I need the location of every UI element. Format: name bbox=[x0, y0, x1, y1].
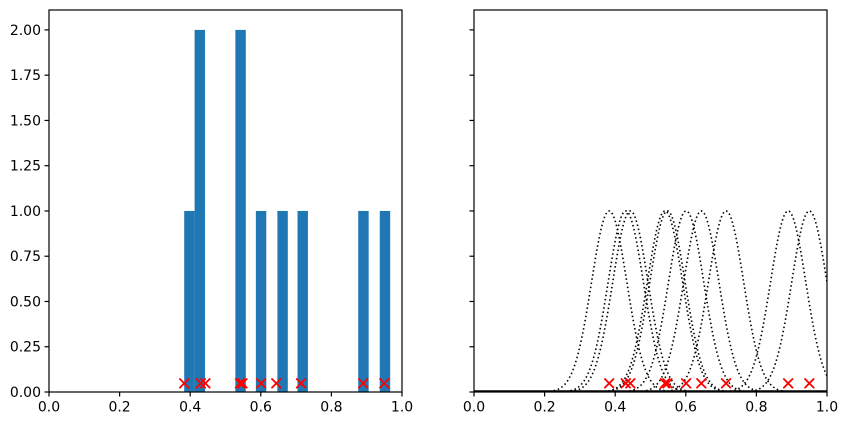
y-tick-label: 1.00 bbox=[10, 204, 41, 220]
kernel-curve bbox=[474, 210, 827, 392]
x-tick-label: 0.2 bbox=[108, 400, 130, 416]
rug-marker-x bbox=[720, 378, 732, 389]
kernel-curve bbox=[474, 210, 827, 392]
histogram-bar bbox=[277, 210, 288, 392]
kernel-curve bbox=[474, 210, 827, 392]
kernel-curve bbox=[474, 210, 827, 392]
rug-marker-stroke bbox=[659, 378, 671, 389]
left-histogram-subplot: 0.0 0.2 0.4 0.6 0.8 1.0 0.00 0.25 0.50 0.75 1.00 1.… bbox=[10, 9, 413, 416]
rug-marker-x bbox=[255, 378, 267, 389]
rug-marker-stroke bbox=[178, 378, 190, 389]
rug-marker-x bbox=[603, 378, 615, 389]
axes-spine bbox=[48, 9, 403, 393]
rug-marker-x bbox=[782, 378, 794, 389]
x-tick-label: 0.6 bbox=[250, 400, 272, 416]
kernel-curve bbox=[474, 210, 827, 392]
y-tick-label: 1.75 bbox=[10, 68, 41, 84]
rug-marker-stroke bbox=[625, 378, 636, 389]
x-tick-label: 0.2 bbox=[533, 400, 555, 416]
histogram-bar bbox=[297, 210, 308, 392]
kernel-curve bbox=[474, 210, 827, 392]
rug-marker-stroke bbox=[720, 378, 732, 389]
rug-marker-x bbox=[379, 378, 390, 389]
kernel-curve bbox=[474, 210, 827, 392]
rug-marker-x bbox=[200, 378, 211, 389]
histogram-bar bbox=[184, 210, 195, 392]
x-tick-label: 0.0 bbox=[463, 400, 485, 416]
rug-marker-stroke bbox=[295, 378, 307, 389]
x-tick-label: 0.4 bbox=[604, 400, 626, 416]
rug-marker-x bbox=[625, 378, 636, 389]
axes-spine bbox=[473, 9, 828, 393]
y-tick-label: 0.25 bbox=[10, 340, 41, 356]
rug-marker-x bbox=[659, 378, 671, 389]
x-tick-label: 1.0 bbox=[816, 400, 838, 416]
rug-marker-stroke bbox=[804, 378, 815, 389]
rug-marker-stroke bbox=[234, 378, 246, 389]
x-tick-label: 0.6 bbox=[675, 400, 697, 416]
x-tick-label: 0.0 bbox=[38, 400, 60, 416]
rug-marker-stroke bbox=[603, 378, 615, 389]
kernel-curve bbox=[474, 210, 827, 392]
x-tick-label: 1.0 bbox=[391, 400, 413, 416]
rug-marker-stroke bbox=[271, 378, 282, 389]
histogram-bar bbox=[358, 210, 369, 392]
rug-marker-x bbox=[662, 378, 673, 389]
rug-marker-stroke bbox=[200, 378, 211, 389]
rug-marker-stroke bbox=[379, 378, 390, 389]
histogram-bar bbox=[255, 210, 267, 392]
rug-marker-stroke bbox=[662, 378, 673, 389]
x-tick-label: 0.8 bbox=[745, 400, 767, 416]
histogram-bar bbox=[194, 29, 206, 392]
rug-marker-x bbox=[804, 378, 815, 389]
right-kernels-subplot: 0.0 0.2 0.4 0.6 0.8 1.0 bbox=[463, 9, 838, 416]
histogram-bar bbox=[379, 210, 391, 392]
rug-marker-x bbox=[295, 378, 307, 389]
y-tick-label: 1.50 bbox=[10, 113, 41, 129]
y-tick-label: 0.75 bbox=[10, 249, 41, 265]
y-tick-label: 0.50 bbox=[10, 294, 41, 310]
histogram-bar bbox=[235, 29, 246, 392]
rug-marker-x bbox=[696, 378, 707, 389]
rug-marker-stroke bbox=[680, 378, 692, 389]
kernel-curve bbox=[474, 210, 827, 392]
rug-marker-x bbox=[178, 378, 190, 389]
rug-marker-stroke bbox=[696, 378, 707, 389]
rug-marker-stroke bbox=[782, 378, 794, 389]
kernel-curve bbox=[474, 210, 827, 392]
rug-marker-x bbox=[357, 378, 369, 389]
rug-marker-stroke bbox=[255, 378, 267, 389]
rug-marker-x bbox=[234, 378, 246, 389]
rug-marker-x bbox=[271, 378, 282, 389]
y-tick-label: 1.25 bbox=[10, 159, 41, 175]
x-tick-label: 0.8 bbox=[320, 400, 342, 416]
y-tick-label: 0.00 bbox=[10, 385, 41, 401]
y-tick-label: 2.00 bbox=[10, 23, 41, 39]
rug-marker-stroke bbox=[357, 378, 369, 389]
x-tick-label: 0.4 bbox=[179, 400, 201, 416]
rug-marker-x bbox=[237, 378, 248, 389]
rug-marker-stroke bbox=[237, 378, 248, 389]
rug-marker-x bbox=[680, 378, 692, 389]
